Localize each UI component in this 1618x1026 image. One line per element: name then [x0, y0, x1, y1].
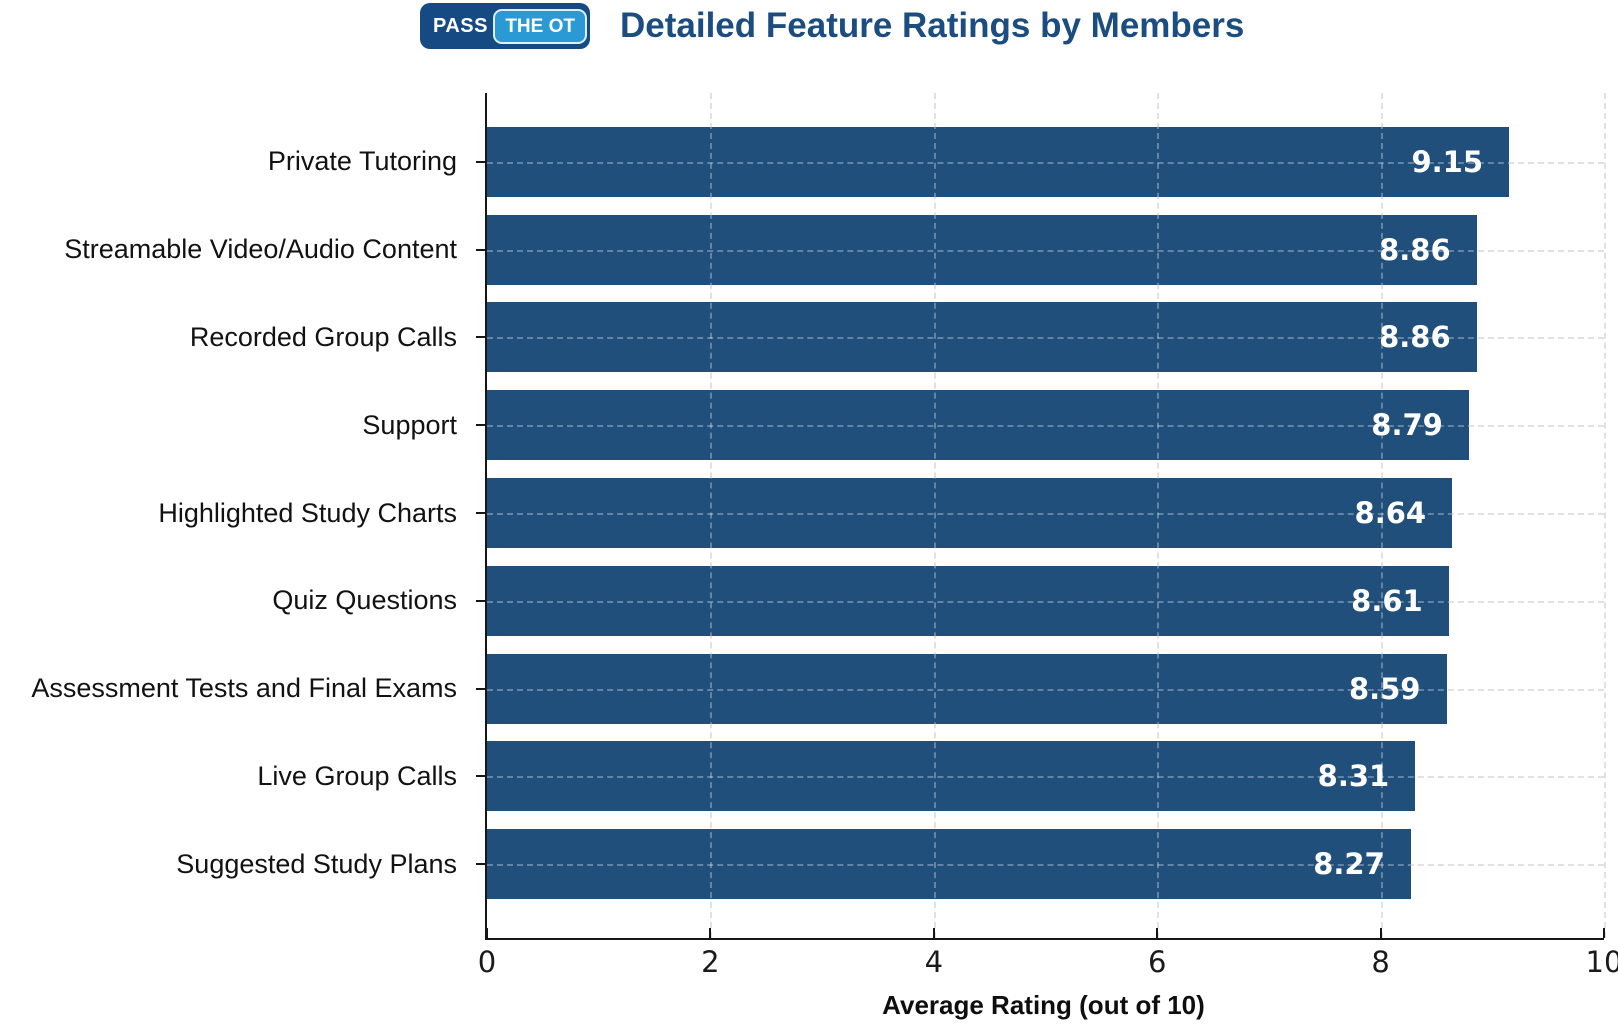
gridline-vertical-overlay	[933, 93, 936, 938]
gridline-horizontal-overlay	[487, 864, 1604, 867]
bar-value-label: 8.86	[1379, 320, 1451, 355]
y-tick-mark	[476, 248, 485, 251]
bar-value-label: 9.15	[1411, 144, 1484, 179]
bar: 8.79	[487, 390, 1469, 461]
bar-rows: 9.15 8.86 8.86 8.79 8.64 8.61 8.59 8.31 8.27	[476, 93, 1604, 938]
bar: 9.15	[487, 126, 1510, 197]
plot-area: 9.15 8.86 8.86 8.79 8.64 8.61 8.59 8.31 8.27 0 2 4 6…	[476, 93, 1618, 979]
x-tick-mark	[932, 928, 935, 938]
gridline-horizontal-overlay	[487, 337, 1604, 340]
gridline-vertical	[1604, 93, 1606, 938]
x-tick-label: 0	[477, 945, 497, 979]
bar: 8.27	[487, 829, 1411, 900]
bar-row: 8.86	[476, 294, 1604, 382]
y-axis-label: Live Group Calls	[257, 760, 457, 791]
x-axis-label: Average Rating (out of 10)	[882, 990, 1205, 1020]
gridline-horizontal-overlay	[487, 776, 1604, 779]
x-tick-mark	[1603, 928, 1605, 938]
x-tick-mark	[1156, 928, 1159, 938]
y-tick-mark	[476, 512, 485, 515]
gridline-vertical-overlay	[1604, 93, 1606, 938]
y-tick-mark	[476, 775, 485, 778]
bar-value-label: 8.79	[1371, 408, 1443, 443]
x-tick-mark	[709, 928, 712, 938]
y-axis-label: Quiz Questions	[272, 585, 457, 616]
gridline-horizontal-overlay	[487, 161, 1604, 164]
y-axis-label: Streamable Video/Audio Content	[64, 234, 457, 265]
pass-the-ot-logo: PASS THE OT	[420, 3, 590, 49]
bar: 8.59	[487, 653, 1447, 724]
bar-row: 8.59	[476, 645, 1604, 733]
y-axis-label: Suggested Study Plans	[176, 848, 457, 879]
bar-row: 8.61	[476, 557, 1604, 645]
bar: 8.31	[487, 741, 1416, 812]
bar: 8.86	[487, 302, 1477, 373]
logo-pass-text: PASS	[433, 14, 488, 37]
gridline-horizontal-overlay	[487, 688, 1604, 691]
y-axis-label: Support	[362, 409, 457, 440]
y-axis-label: Assessment Tests and Final Exams	[31, 673, 457, 704]
bar-row: 8.86	[476, 206, 1604, 294]
bar-value-label: 8.31	[1317, 759, 1390, 794]
y-axis-label: Private Tutoring	[267, 146, 457, 177]
chart-header: PASS THE OT Detailed Feature Ratings by …	[420, 3, 1244, 49]
x-tick-label: 6	[1147, 945, 1167, 979]
bar-value-label: 8.59	[1348, 671, 1421, 706]
bar-row: 8.64	[476, 469, 1604, 557]
bar: 8.64	[487, 478, 1453, 549]
x-tick-mark	[1379, 928, 1382, 938]
gridline-horizontal-overlay	[487, 600, 1604, 603]
x-tick-label: 2	[701, 945, 720, 979]
y-tick-mark	[476, 336, 485, 339]
bar-value-label: 8.86	[1379, 232, 1451, 267]
x-tick-label: 10	[1585, 945, 1618, 979]
bar-row: 9.15	[476, 118, 1604, 206]
gridline-vertical-overlay	[710, 93, 713, 938]
y-axis-label: Highlighted Study Charts	[158, 497, 457, 528]
y-tick-mark	[476, 599, 485, 602]
bar-row: 8.27	[476, 820, 1604, 908]
chart-title: Detailed Feature Ratings by Members	[620, 6, 1245, 45]
x-tick-label: 4	[924, 945, 944, 979]
gridline-vertical-overlay	[1157, 93, 1160, 938]
gridline-horizontal-overlay	[487, 425, 1604, 428]
gridline-horizontal-overlay	[487, 513, 1604, 516]
bar-row: 8.79	[476, 381, 1604, 469]
bar-row: 8.31	[476, 732, 1604, 820]
x-tick-label: 8	[1371, 945, 1390, 979]
logo-the-ot-badge: THE OT	[493, 8, 587, 44]
bar-value-label: 8.61	[1351, 583, 1423, 618]
y-axis-label: Recorded Group Calls	[189, 321, 457, 352]
bar: 8.86	[487, 214, 1477, 285]
bar-value-label: 8.27	[1313, 847, 1385, 882]
y-tick-mark	[476, 160, 485, 163]
y-axis-labels: Private Tutoring Streamable Video/Audio C…	[0, 93, 457, 938]
gridline-vertical-overlay	[1380, 93, 1383, 938]
bar: 8.61	[487, 565, 1449, 636]
y-tick-mark	[476, 687, 485, 690]
bar-value-label: 8.64	[1354, 496, 1427, 531]
gridline-horizontal-overlay	[487, 249, 1604, 252]
x-tick-mark	[486, 928, 488, 938]
y-tick-mark	[476, 863, 485, 866]
y-tick-mark	[476, 424, 485, 427]
